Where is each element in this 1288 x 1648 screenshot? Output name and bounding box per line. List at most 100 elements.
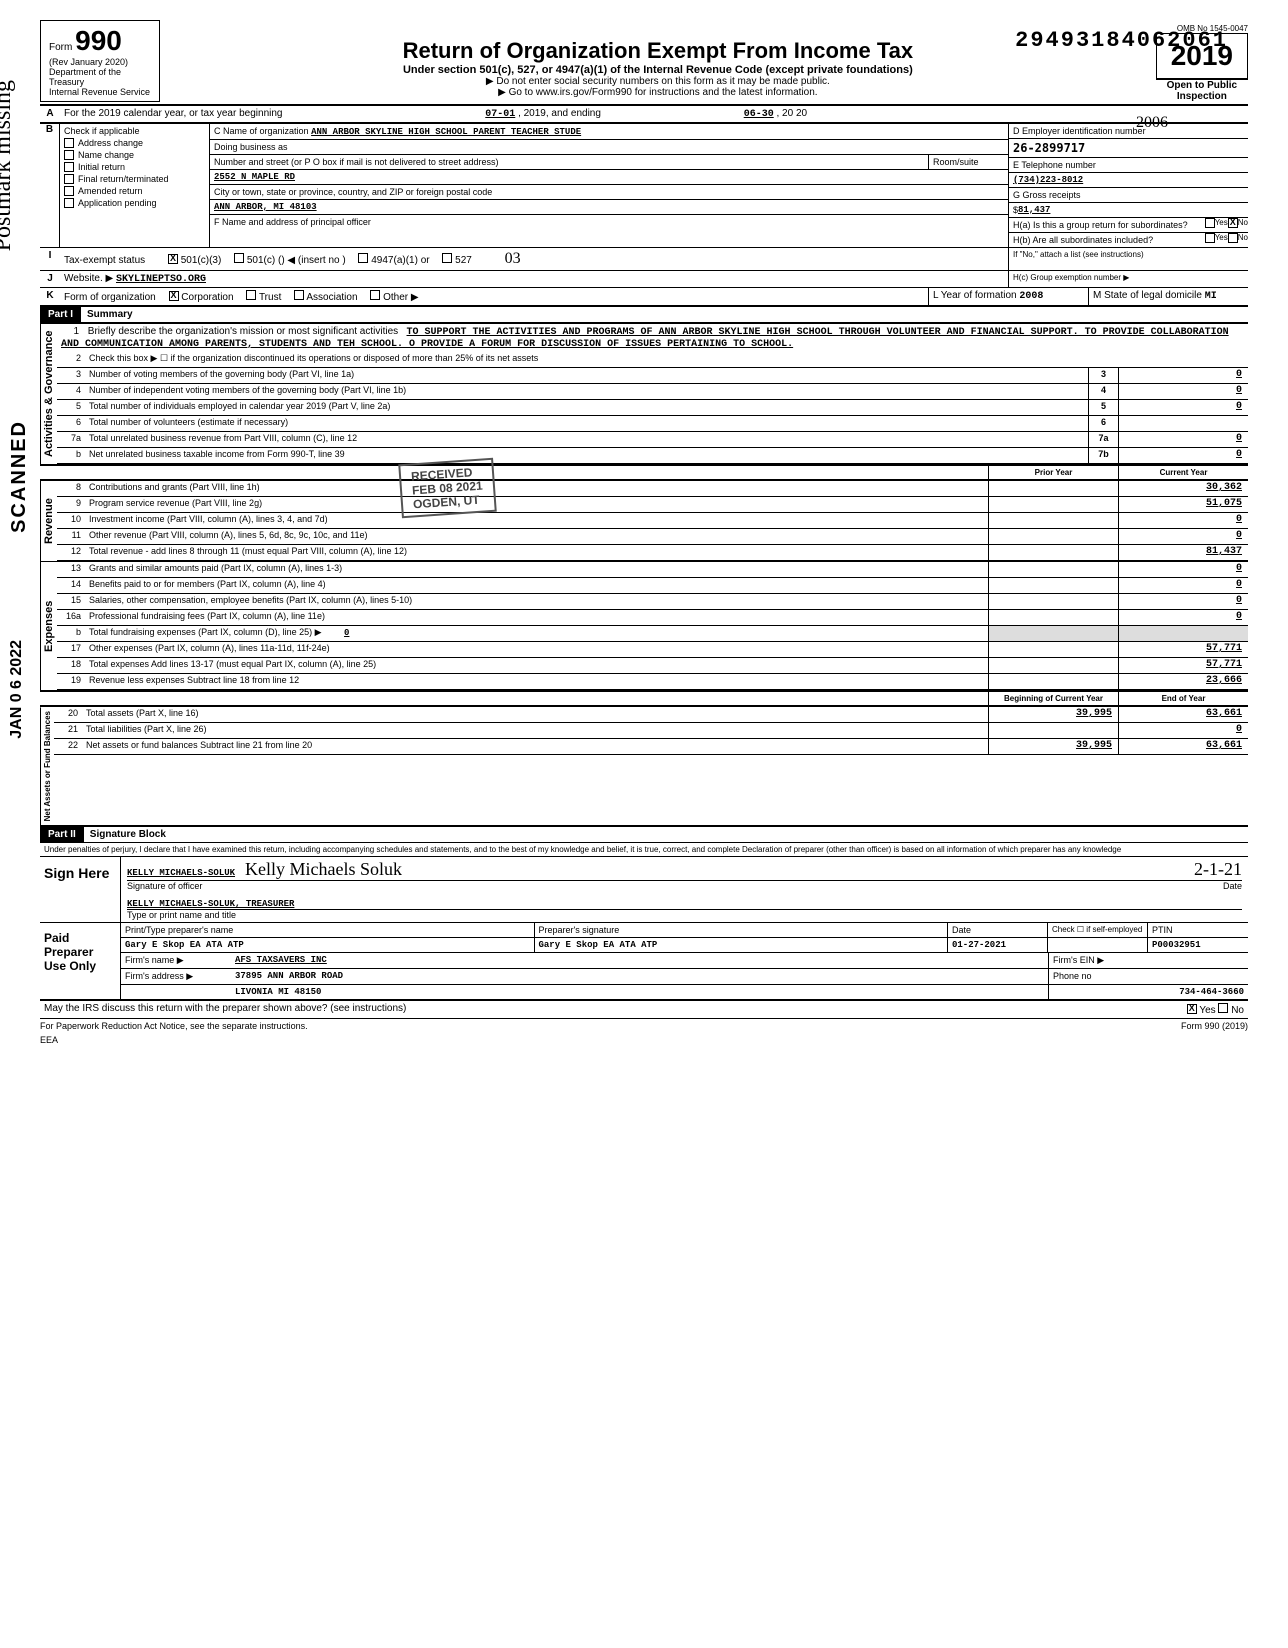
- part1-header: Part I: [40, 307, 81, 322]
- street-address: 2552 N MAPLE RD: [210, 170, 299, 184]
- row-a-mid: , 2019, and ending: [518, 108, 601, 119]
- firm-name-label: Firm's name ▶: [121, 953, 231, 968]
- net-section-label: Net Assets or Fund Balances: [40, 707, 54, 825]
- prep-ptin-hdr: PTIN: [1148, 923, 1248, 937]
- hb-no: No: [1238, 233, 1248, 247]
- penalty-text: Under penalties of perjury, I declare th…: [40, 843, 1248, 857]
- cb-final-label: Final return/terminated: [78, 174, 169, 184]
- line-desc: Professional fundraising fees (Part IX, …: [87, 610, 988, 625]
- line-num: 7a: [57, 432, 87, 447]
- d-ein-label: D Employer identification number: [1009, 124, 1150, 138]
- line-desc: Total fundraising expenses (Part IX, col…: [87, 626, 988, 641]
- ha-yes-cb[interactable]: [1205, 218, 1215, 228]
- line-desc: Check this box ▶ ☐ if the organization d…: [87, 352, 1248, 367]
- cb-trust[interactable]: [246, 290, 256, 300]
- cb-assoc[interactable]: [294, 290, 304, 300]
- sign-here-label: Sign Here: [40, 857, 120, 922]
- cb-initial[interactable]: [64, 162, 74, 172]
- form-subtitle-1: Under section 501(c), 527, or 4947(a)(1)…: [164, 64, 1152, 76]
- prior-val: [988, 529, 1118, 544]
- cb-501c[interactable]: [234, 253, 244, 263]
- form-org-label: Form of organization: [64, 292, 156, 303]
- line-desc: Investment income (Part VIII, column (A)…: [87, 513, 988, 528]
- prep-sig-hdr: Preparer's signature: [535, 923, 949, 937]
- cb-amended[interactable]: [64, 186, 74, 196]
- form-subtitle-3: ▶ Go to www.irs.gov/Form990 for instruct…: [164, 87, 1152, 98]
- hb-yes-cb[interactable]: [1205, 233, 1215, 243]
- current-val: 0: [1118, 594, 1248, 609]
- firm-addr1: 37895 ANN ARBOR ROAD: [231, 969, 1048, 984]
- row-a-endyr: , 20 20: [777, 108, 808, 119]
- org-name: ANN ARBOR SKYLINE HIGH SCHOOL PARENT TEA…: [311, 127, 581, 137]
- line-num: 12: [57, 545, 87, 560]
- discuss-no-cb[interactable]: [1218, 1003, 1228, 1013]
- line-desc: Total liabilities (Part X, line 26): [84, 723, 988, 738]
- cb-4947[interactable]: [358, 253, 368, 263]
- expenses-section-label: Expenses: [40, 562, 57, 690]
- cb-527[interactable]: [442, 253, 452, 263]
- cb-corp[interactable]: [169, 291, 179, 301]
- insert-no: ) ◀ (insert no ): [281, 255, 345, 266]
- cb-other[interactable]: [370, 290, 380, 300]
- footer-eea: EEA: [40, 1035, 1248, 1045]
- cb-pending[interactable]: [64, 198, 74, 208]
- footer-left: For Paperwork Reduction Act Notice, see …: [40, 1021, 308, 1031]
- cb-501c3[interactable]: [168, 254, 178, 264]
- paid-preparer-label: Paid Preparer Use Only: [40, 923, 120, 999]
- eoy-val: 63,661: [1118, 739, 1248, 754]
- firm-name: AFS TAXSAVERS INC: [231, 953, 1048, 968]
- line-num: 3: [57, 368, 87, 383]
- officer-signature: Kelly Michaels Soluk: [245, 859, 402, 879]
- line-desc: Program service revenue (Part VIII, line…: [87, 497, 988, 512]
- city-label: City or town, state or province, country…: [210, 185, 496, 199]
- sign-date: 2-1-21: [1194, 859, 1242, 880]
- hb-no-cb[interactable]: [1228, 233, 1238, 243]
- checkbox-column: Check if applicable Address change Name …: [60, 124, 210, 247]
- boy-val: [988, 723, 1118, 738]
- hand-03: 03: [505, 250, 521, 267]
- h-note: If "No," attach a list (see instructions…: [1008, 248, 1248, 270]
- f-label: F Name and address of principal officer: [210, 215, 375, 229]
- opt-527: 527: [455, 255, 472, 266]
- ha-no-cb[interactable]: [1228, 218, 1238, 228]
- prep-ptin: P00032951: [1148, 938, 1248, 952]
- current-year-hdr: Current Year: [1118, 466, 1248, 479]
- form-revision: (Rev January 2020): [49, 57, 151, 67]
- current-val: 23,666: [1118, 674, 1248, 689]
- cb-name-change[interactable]: [64, 150, 74, 160]
- revenue-section-label: Revenue: [40, 481, 57, 561]
- line-num: 17: [57, 642, 87, 657]
- officer-name: KELLY MICHAELS-SOLUK: [127, 868, 235, 878]
- ha-label: H(a) Is this a group return for subordin…: [1009, 218, 1205, 232]
- line-desc: Total revenue - add lines 8 through 11 (…: [87, 545, 988, 560]
- line-desc: Total unrelated business revenue from Pa…: [87, 432, 1088, 447]
- opt-assoc: Association: [306, 292, 357, 303]
- current-val: 0: [1118, 610, 1248, 625]
- row-i-label: I: [40, 248, 60, 270]
- part1-title: Summary: [81, 307, 139, 322]
- part2-title: Signature Block: [84, 827, 172, 842]
- dept-irs: Internal Revenue Service: [49, 87, 151, 97]
- gov-section-label: Activities & Governance: [40, 324, 57, 464]
- current-val: 57,771: [1118, 658, 1248, 673]
- eoy-hdr: End of Year: [1118, 692, 1248, 705]
- cb-final[interactable]: [64, 174, 74, 184]
- firm-phone: 734-464-3660: [1048, 985, 1248, 999]
- hb-yes: Yes: [1215, 233, 1228, 247]
- room-label: Room/suite: [928, 155, 1008, 169]
- officer-typed: KELLY MICHAELS-SOLUK, TREASURER: [127, 899, 1242, 909]
- line-box: 5: [1088, 400, 1118, 415]
- line-desc: Total assets (Part X, line 16): [84, 707, 988, 722]
- current-val: 51,075: [1118, 497, 1248, 512]
- line-val: 0: [1118, 448, 1248, 463]
- firm-ein-label: Firm's EIN ▶: [1048, 953, 1248, 968]
- prep-self-hdr: Check ☐ if self-employed: [1048, 923, 1148, 937]
- typed-label: Type or print name and title: [127, 909, 1242, 920]
- cb-address-change[interactable]: [64, 138, 74, 148]
- gross-receipts: 81,437: [1018, 205, 1050, 215]
- cb-initial-label: Initial return: [78, 162, 125, 172]
- discuss-yes-cb[interactable]: [1187, 1004, 1197, 1014]
- prior-val: [988, 594, 1118, 609]
- ha-yes: Yes: [1215, 218, 1228, 232]
- prior-val: [988, 562, 1118, 577]
